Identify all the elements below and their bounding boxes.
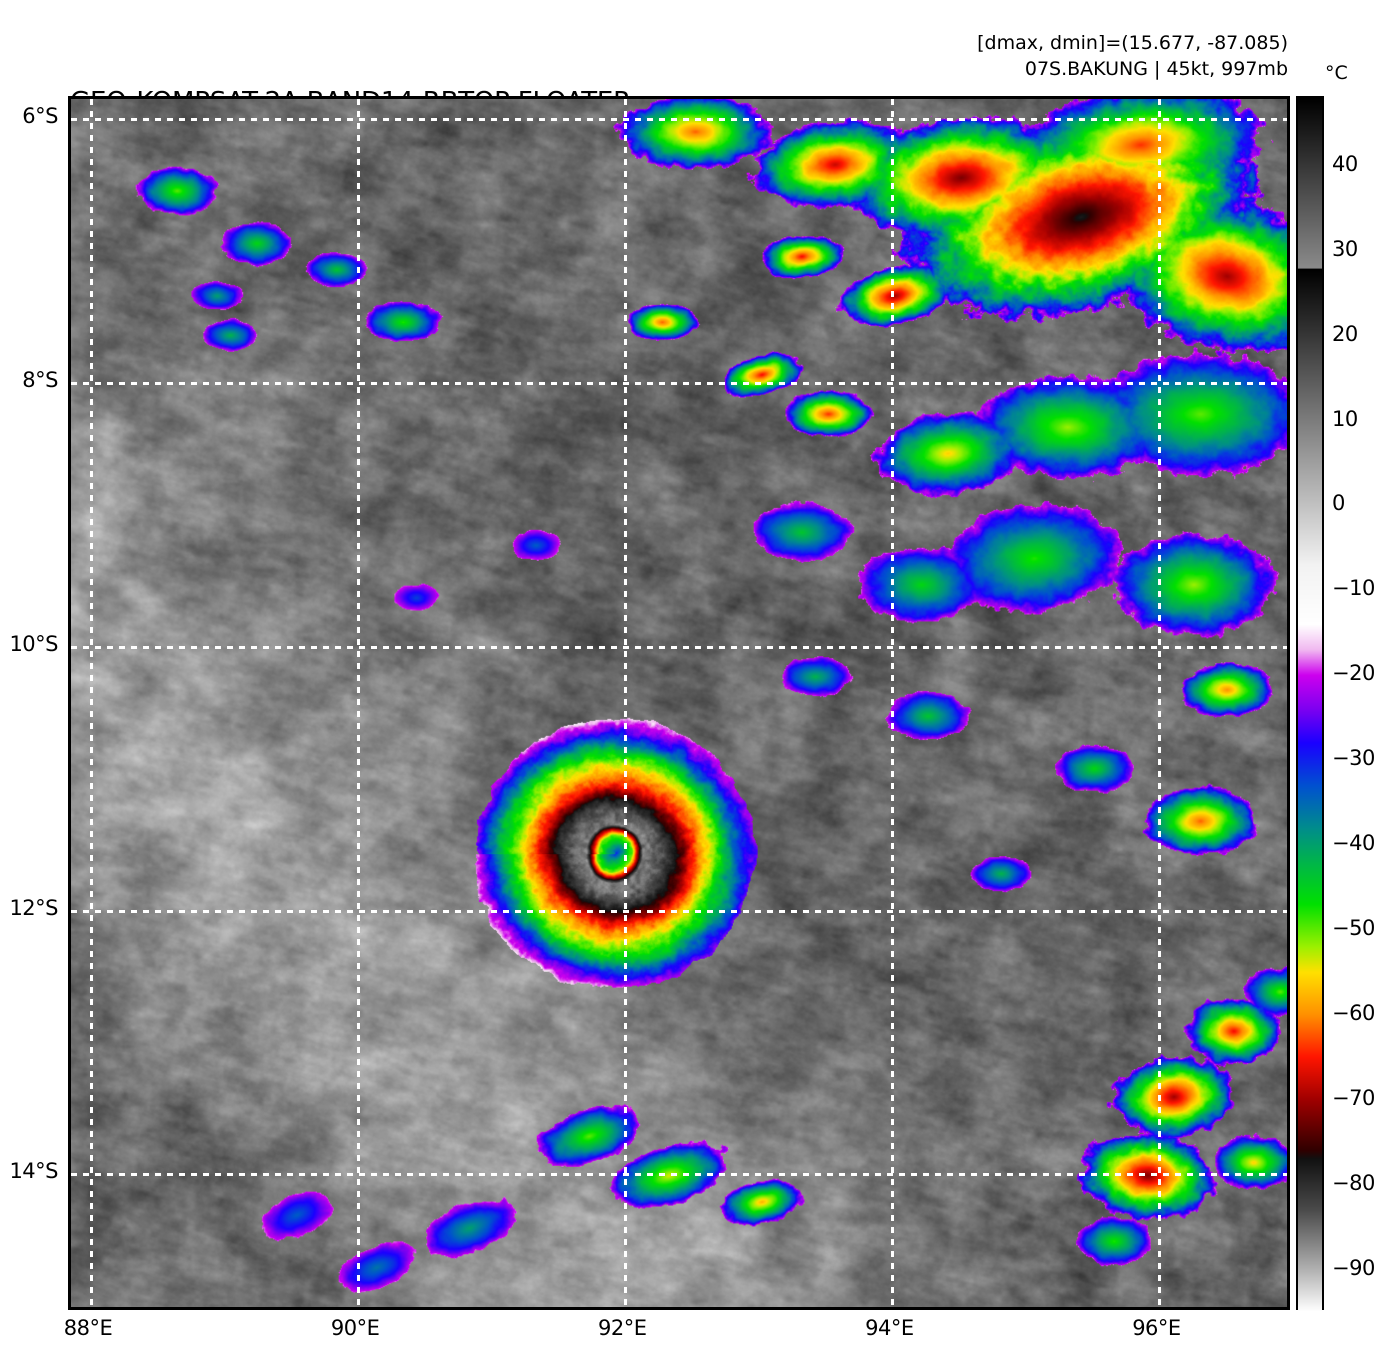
satellite-image-panel[interactable]: Copyright © 2020-2025 Dapiya [68, 96, 1290, 1310]
colorbar-tick-label: −50 [1332, 915, 1375, 940]
colorbar-tick-label: −40 [1332, 831, 1375, 856]
dminmax-readout: [dmax, dmin]=(15.677, -87.085) [977, 32, 1288, 54]
lat-tick-label: 10°S [9, 631, 58, 656]
lon-tick-label: 96°E [1132, 1316, 1181, 1340]
colorbar-tick-label: −30 [1332, 746, 1375, 771]
lon-tick-label: 92°E [597, 1316, 647, 1340]
storm-readout: 07S.BAKUNG | 45kt, 997mb [1024, 58, 1288, 80]
lat-tick-label: 8°S [22, 367, 58, 392]
colorbar-tick-label: −80 [1332, 1170, 1375, 1195]
colorbar-tick-label: 40 [1332, 151, 1358, 176]
lat-tick-label: 14°S [9, 1159, 58, 1184]
colorbar[interactable]: 40 30 20 10 0 −10 −20 −30 −40 −50 −60 −70 −80 −90 [1296, 96, 1375, 1312]
colorbar-tick-label: −90 [1332, 1255, 1375, 1280]
colorbar-tick-label: −10 [1332, 576, 1375, 601]
lat-tick-label: 12°S [9, 895, 58, 920]
colorbar-tick-label: 10 [1332, 406, 1358, 431]
lat-tick-label: 6°S [22, 103, 58, 128]
lon-tick-label: 88°E [63, 1316, 113, 1340]
lon-tick-label: 90°E [330, 1316, 380, 1340]
colorbar-gradient [1296, 96, 1324, 1312]
colorbar-units-label: °C [1325, 62, 1348, 84]
colorbar-tick-label: −70 [1332, 1085, 1375, 1110]
colorbar-tick-label: 20 [1332, 321, 1358, 346]
colorbar-tick-label: 30 [1332, 236, 1358, 261]
colorbar-tick-label: −20 [1332, 661, 1375, 686]
lon-tick-label: 94°E [865, 1316, 914, 1340]
satellite-ir-canvas [71, 99, 1287, 1307]
header-info-block: [dmax, dmin]=(15.677, -87.085) 07S.BAKUN… [977, 30, 1288, 82]
colorbar-tick-label: 0 [1332, 491, 1345, 516]
colorbar-tick-label: −60 [1332, 1000, 1375, 1025]
